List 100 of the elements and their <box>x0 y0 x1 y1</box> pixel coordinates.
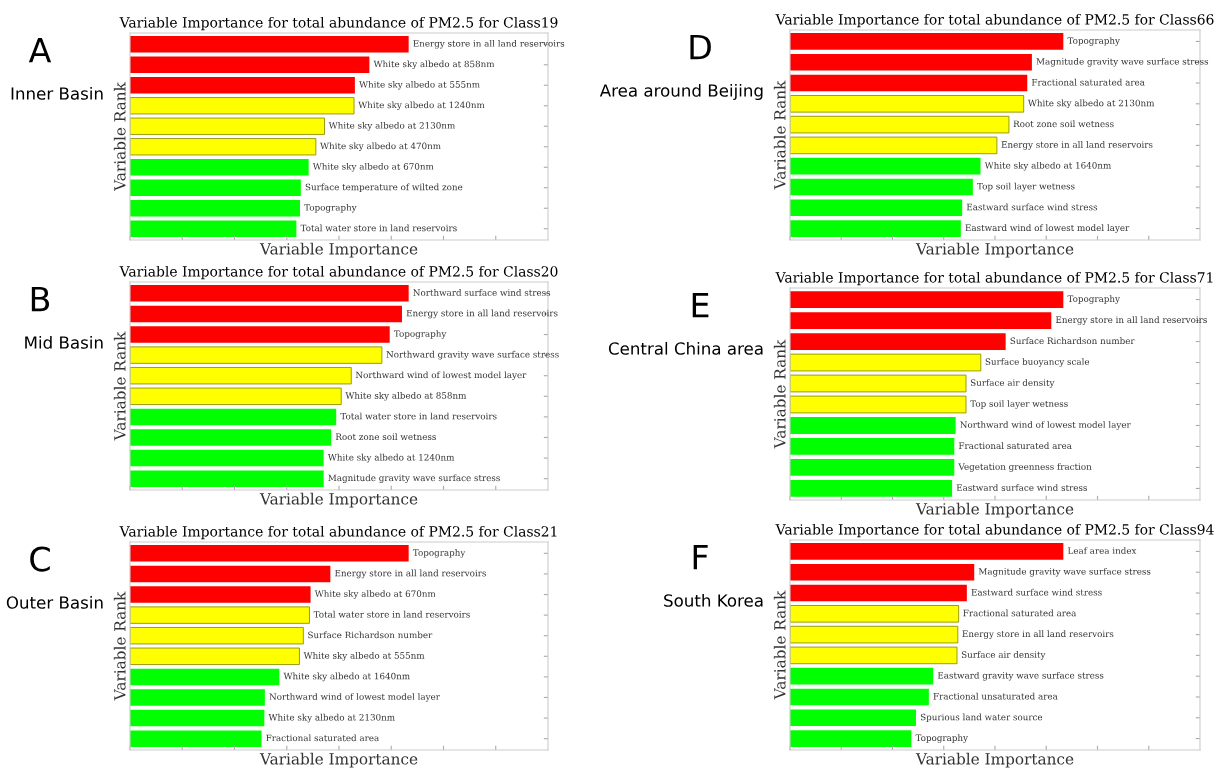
bar <box>130 606 310 624</box>
bar <box>790 563 975 581</box>
bar <box>790 374 967 393</box>
category-label: White sky albedo at 2130nm <box>328 121 456 131</box>
bar <box>130 56 370 73</box>
category-label: Top soil layer wetness <box>977 182 1075 192</box>
text: Area around Beijing <box>599 83 763 101</box>
bar <box>790 353 982 372</box>
y-axis-title: Variable Rank <box>113 82 126 191</box>
bar <box>790 312 1052 329</box>
bar <box>130 565 331 583</box>
category-label: Topography <box>412 549 466 558</box>
bar <box>130 689 265 706</box>
bar <box>790 625 959 644</box>
text: B <box>31 286 50 312</box>
category-label: Fractional saturated area <box>963 609 1077 617</box>
chart-title: Variable Importance for total abundance of PM2.5 for Class21 <box>119 525 557 540</box>
bar <box>790 584 967 602</box>
category-label: Surface buoyancy scale <box>985 358 1090 367</box>
category-label: Northward wind of lowest model layer <box>960 421 1131 430</box>
bar <box>790 543 1064 560</box>
category-label: White sky albedo at 1640nm <box>984 161 1112 171</box>
bar <box>790 459 955 476</box>
category-label: White sky albedo at 1240nm <box>358 101 485 111</box>
category-label: Eastward surface wind stress <box>966 203 1098 211</box>
category-label: Eastward wind of lowest model layer <box>965 224 1130 233</box>
category-label: Fractional unsaturated area <box>933 692 1058 700</box>
bar <box>790 333 1006 350</box>
text: Outer Basin <box>6 595 103 609</box>
category-label: White sky albedo at 670nm <box>312 162 434 172</box>
category-label: White sky albedo at 470nm <box>320 142 441 152</box>
category-label: White sky albedo at 858nm <box>345 392 467 401</box>
category-label: Northward wind of lowest model layer <box>355 371 527 380</box>
category-label: Magnitude gravity wave surface stress <box>328 474 500 483</box>
category-label: Magnitude gravity wave surface stress <box>978 567 1151 577</box>
bar <box>130 36 409 53</box>
bar <box>790 95 1025 113</box>
text: D <box>690 34 711 60</box>
category-label: Surface temperature of wilted zone <box>305 183 463 192</box>
bar <box>790 417 956 434</box>
category-label: Vegetation greenness fraction <box>958 463 1092 472</box>
bar <box>130 305 402 323</box>
chart-title: Variable Importance for total abundance of PM2.5 for Class94 <box>775 523 1214 538</box>
x-axis-title: Variable Importance <box>915 242 1074 258</box>
x-axis-title: Variable Importance <box>259 242 418 258</box>
category-label: Leaf area index <box>1067 547 1137 554</box>
category-label: Surface air density <box>970 379 1055 388</box>
category-label: Fractional saturated area <box>1031 78 1145 86</box>
text: E <box>692 292 709 318</box>
bar <box>130 285 409 302</box>
category-label: Eastward surface wind stress <box>956 484 1087 491</box>
bar <box>130 117 325 135</box>
category-label: Energy store in all land reservoirs <box>413 39 565 49</box>
category-label: Energy store in all land reservoirs <box>962 630 1114 639</box>
y-axis-title: Variable Rank <box>113 591 126 701</box>
category-label: White sky albedo at 2130nm <box>268 713 395 723</box>
bar <box>790 688 929 706</box>
bar <box>130 326 390 343</box>
category-label: Topography <box>915 734 968 743</box>
category-label: Surface air density <box>961 651 1046 660</box>
text: C <box>30 546 50 572</box>
chart-title: Variable Importance for total abundance of PM2.5 for Class19 <box>119 16 558 31</box>
y-axis-title: Variable Rank <box>113 331 126 441</box>
bar <box>130 220 297 237</box>
category-label: White sky albedo at 670nm <box>314 590 436 599</box>
category-label: Total water store in land reservoirs <box>340 412 497 420</box>
bar <box>130 159 309 176</box>
bar <box>790 646 958 665</box>
category-label: Fractional saturated area <box>958 442 1072 450</box>
bar <box>790 220 961 237</box>
category-label: Surface Richardson number <box>1010 337 1135 345</box>
category-label: Surface Richardson number <box>308 631 433 639</box>
bar <box>790 291 1064 308</box>
bar <box>790 667 934 685</box>
category-label: Total water store in land reservoirs <box>313 610 470 618</box>
bar <box>130 470 324 487</box>
bar <box>130 449 324 467</box>
category-label: Top soil layer wetness <box>970 400 1068 409</box>
bar <box>790 157 981 175</box>
bar <box>130 709 265 727</box>
category-label: Magnitude gravity wave surface stress <box>1036 57 1209 67</box>
bar <box>130 387 342 405</box>
bar <box>790 395 967 414</box>
bar <box>790 730 912 747</box>
category-label: White sky albedo at 858nm <box>373 60 495 70</box>
category-label: Energy store in all land reservoirs <box>406 309 558 319</box>
bar <box>790 136 998 155</box>
bar <box>130 200 300 217</box>
bar <box>130 367 352 385</box>
bar <box>790 33 1064 50</box>
category-label: Topography <box>304 203 357 213</box>
category-label: White sky albedo at 1240nm <box>327 453 455 463</box>
bar <box>130 408 337 426</box>
chart-title: Variable Importance for total abundance of PM2.5 for Class66 <box>775 13 1214 28</box>
category-label: Energy store in all land reservoirs <box>1001 141 1153 150</box>
category-label: Fractional saturated area <box>266 734 379 742</box>
category-label: Energy store in all land reservoirs <box>335 569 486 579</box>
bar <box>790 605 960 623</box>
x-axis-title: Variable Importance <box>259 752 418 768</box>
bar <box>790 438 955 455</box>
